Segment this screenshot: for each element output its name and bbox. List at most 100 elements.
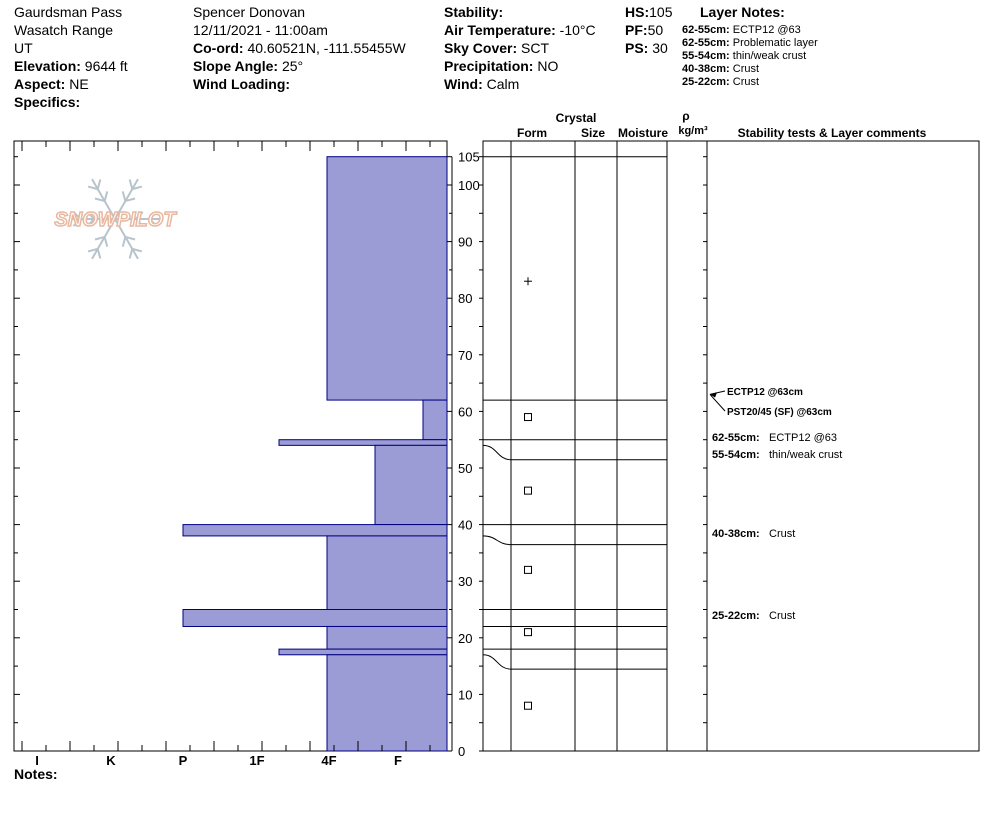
layer-comment-range: 25-22cm: — [712, 610, 760, 622]
layer-comment-text: Crust — [769, 610, 795, 622]
snowflake-branch — [121, 236, 127, 247]
depth-tick-label: 90 — [458, 235, 472, 250]
hardness-bar — [326, 625, 448, 650]
layer-comment-range: 55-54cm: — [712, 449, 760, 461]
depth-tick-label: 40 — [458, 518, 472, 533]
stability-test-label: ECTP12 @63cm — [727, 387, 803, 398]
snowflake-branch — [72, 218, 82, 227]
hardness-bar — [374, 444, 448, 526]
coord-value: 40.60521N, -111.55455W — [247, 40, 406, 56]
notes-label: Notes: — [14, 766, 58, 782]
depth-tick-label: 60 — [458, 404, 472, 419]
depth-tick-label: 0 — [458, 744, 465, 759]
sky-value: SCT — [521, 40, 550, 56]
depth-tick-label: 50 — [458, 461, 472, 476]
snowflake-branch — [148, 218, 158, 227]
elevation-row: Elevation: 9644 ft — [14, 58, 128, 74]
snowflake-branch — [131, 185, 143, 191]
layer-note-item: 40-38cm: Crust — [682, 63, 759, 76]
observer-name: Spencer Donovan — [193, 4, 306, 20]
hardness-bar — [326, 156, 448, 401]
snowflake-branch — [121, 191, 127, 202]
snowflake-branch — [125, 235, 136, 241]
hardness-scale-label: I — [35, 753, 39, 768]
pf-value: 50 — [647, 22, 664, 38]
layer-boundary-connector — [482, 444, 512, 461]
hardness-scale-label: K — [106, 753, 116, 768]
snowflake-arm — [114, 178, 139, 220]
form-symbol-square — [524, 413, 532, 422]
coord-row: Co-ord: 40.60521N, -111.55455W — [193, 40, 406, 56]
depth-tick-label: 105 — [458, 150, 480, 165]
hardness-scale-label: 4F — [321, 753, 336, 768]
layer-notes-title: Layer Notes: — [700, 4, 785, 20]
depth-tick-label: 20 — [458, 631, 472, 646]
header-col4: HS:105 PF:50 PS: 30 — [625, 3, 672, 57]
layer-note-text: thin/weak crust — [729, 50, 807, 62]
layer-comment-range: 40-38cm: — [712, 528, 760, 540]
snowflake-branch — [128, 248, 134, 259]
layer-boundary-connector — [482, 654, 512, 670]
hardness-bar — [422, 399, 448, 441]
snowflake-branch — [94, 197, 105, 203]
form-symbol-square — [524, 628, 532, 637]
col-header-form: Form — [517, 126, 547, 140]
wind-value: Calm — [486, 76, 520, 92]
layer-note-item: 62-55cm: Problematic layer — [682, 37, 818, 50]
layer-note-text: Problematic layer — [729, 37, 818, 49]
air-temp-value: -10°C — [559, 22, 596, 38]
aspect-row: Aspect: NE — [14, 76, 89, 92]
slope-row: Slope Angle: 25° — [193, 58, 304, 74]
layer-note-range: 25-22cm: — [682, 76, 730, 88]
hardness-bar — [278, 439, 448, 446]
layer-boundary-connector — [482, 535, 512, 546]
hardness-bar — [326, 654, 448, 752]
layer-note-text: Crust — [729, 63, 760, 75]
ps-row: PS: 30 — [625, 40, 668, 56]
snowflake-branch — [96, 248, 102, 259]
layer-note-range: 40-38cm: — [682, 63, 730, 75]
col-header-crystal: Crystal — [556, 111, 597, 125]
form-symbol-square — [524, 486, 532, 495]
observation-datetime: 12/11/2021 - 11:00am — [193, 22, 328, 38]
layer-comment-range: 62-55cm: — [712, 432, 760, 444]
header-col3: Stability: Air Temperature: -10°C Sky Co… — [444, 3, 596, 93]
depth-tick-label: 30 — [458, 574, 472, 589]
form-symbol-square — [524, 701, 532, 710]
hardness-bar — [182, 609, 448, 627]
air-temp-row: Air Temperature: -10°C — [444, 22, 596, 38]
snowflake-branch — [131, 247, 143, 253]
form-symbol-square — [524, 565, 532, 574]
col-header-comments: Stability tests & Layer comments — [738, 126, 927, 140]
col-header-rho: ρ — [682, 109, 689, 123]
snowflake-branch — [125, 197, 136, 203]
range-name: Wasatch Range — [14, 22, 114, 38]
depth-tick-label: 80 — [458, 291, 472, 306]
snowflake-branch — [86, 211, 96, 220]
snowflake-branch — [86, 218, 96, 227]
layer-note-item: 55-54cm: thin/weak crust — [682, 50, 806, 63]
hardness-scale-label: 1F — [249, 753, 264, 768]
slope-value: 25° — [281, 58, 304, 74]
snowflake-arm — [91, 178, 116, 220]
layer-note-text: Crust — [729, 76, 760, 88]
aspect-value: NE — [69, 76, 89, 92]
col-header-moisture: Moisture — [618, 126, 668, 140]
hardness-bar — [326, 535, 448, 610]
layer-comment-text: Crust — [769, 528, 795, 540]
layer-note-item: 62-55cm: ECTP12 @63 — [682, 24, 801, 37]
location-name: Gaurdsman Pass — [14, 4, 123, 20]
hardness-scale-label: F — [394, 753, 402, 768]
depth-tick-label: 10 — [458, 687, 472, 702]
snowflake-branch — [87, 247, 99, 253]
stability-test-arrow — [709, 394, 726, 412]
precip-row: Precipitation: NO — [444, 58, 559, 74]
snowflake-branch — [96, 179, 102, 190]
snowflake-arm — [91, 218, 116, 260]
snowflake-branch — [134, 218, 144, 227]
col-header-size: Size — [581, 126, 605, 140]
col-header-density-unit: kg/m³ — [678, 125, 708, 137]
layer-comment-text: thin/weak crust — [769, 449, 842, 461]
snowflake-branch — [94, 235, 105, 241]
